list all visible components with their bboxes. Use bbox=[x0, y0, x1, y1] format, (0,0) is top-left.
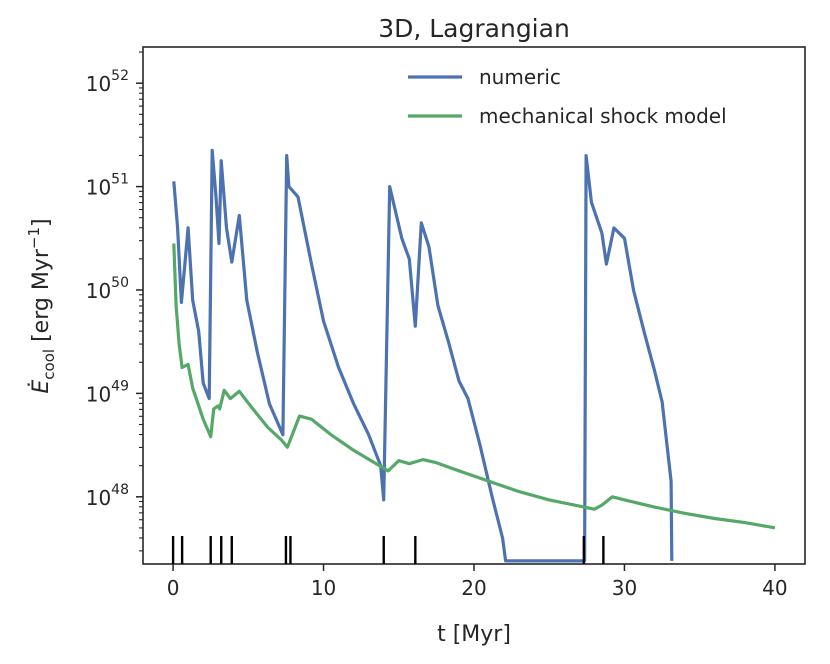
x-tick-label: 0 bbox=[167, 576, 180, 600]
legend-label-numeric: numeric bbox=[479, 65, 561, 89]
series-layer bbox=[172, 148, 776, 563]
x-tick-label: 10 bbox=[311, 576, 336, 600]
x-tick-label: 30 bbox=[612, 576, 637, 600]
y-axis-label-sup: −1 bbox=[25, 227, 43, 249]
rug-layer bbox=[171, 536, 605, 564]
x-axis-label: t [Myr] bbox=[437, 622, 511, 647]
y-axis-label: Ėcool [erg Myr−1] bbox=[25, 218, 58, 393]
chart-title: 3D, Lagrangian bbox=[378, 14, 570, 43]
y-axis-label-unit: [erg Myr bbox=[29, 248, 54, 349]
series-line-mechanical-shock-model bbox=[172, 243, 776, 530]
y-tick-label: 1052 bbox=[86, 68, 129, 96]
x-tick-label: 40 bbox=[762, 576, 787, 600]
y-tick-label: 1051 bbox=[86, 172, 129, 200]
y-axis-label-close: ] bbox=[29, 218, 54, 227]
y-axis: 1048 1049 1050 1051 1052 bbox=[86, 51, 143, 552]
legend-label-model: mechanical shock model bbox=[479, 104, 727, 128]
x-axis: 0 10 20 30 40 bbox=[167, 564, 788, 600]
y-tick-label: 1049 bbox=[86, 378, 129, 406]
x-tick-label: 20 bbox=[461, 576, 486, 600]
legend: numeric mechanical shock model bbox=[408, 65, 727, 128]
y-tick-label: 1050 bbox=[86, 275, 129, 303]
y-axis-label-prefix: Ė bbox=[28, 380, 54, 394]
y-tick-label: 1048 bbox=[86, 482, 129, 510]
y-axis-label-sub: cool bbox=[40, 349, 58, 380]
